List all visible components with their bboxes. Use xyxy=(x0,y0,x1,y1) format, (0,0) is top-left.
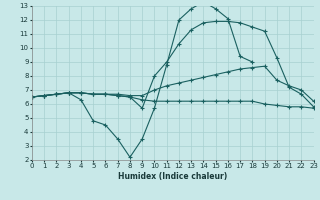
X-axis label: Humidex (Indice chaleur): Humidex (Indice chaleur) xyxy=(118,172,228,181)
